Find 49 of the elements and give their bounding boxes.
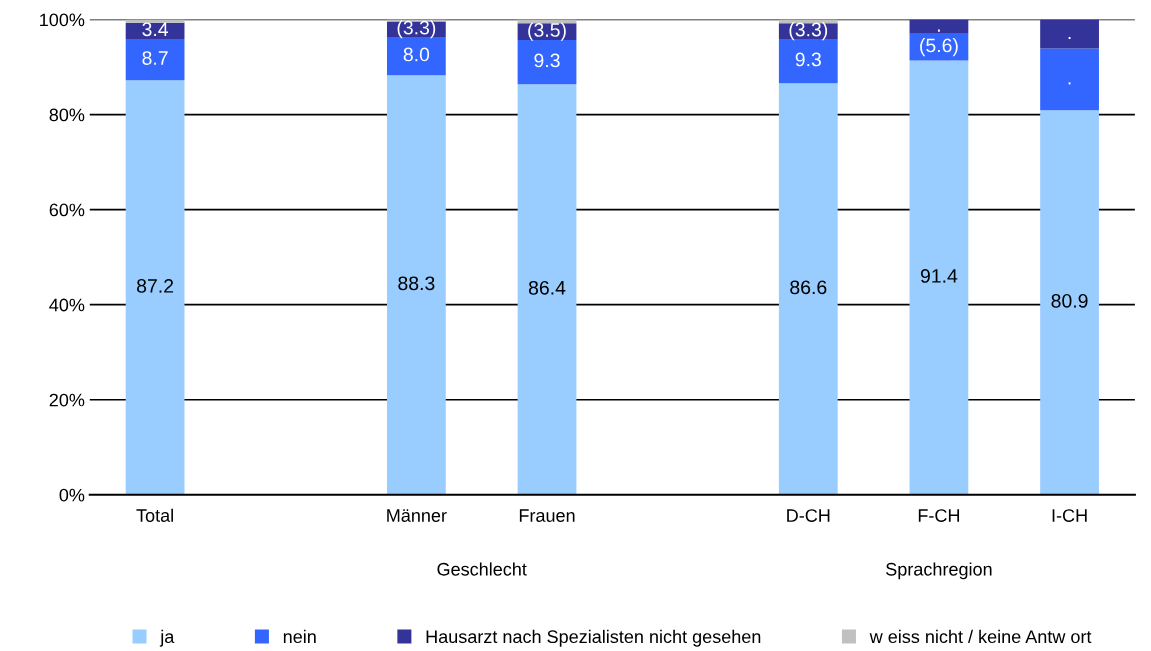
legend-label: Hausarzt nach Spezialisten nicht gesehen (426, 629, 761, 647)
y-tick-label: 0% (59, 488, 85, 502)
text: Geschlecht (437, 562, 527, 576)
data-label: (3.5) (528, 22, 566, 41)
bar (778, 83, 838, 495)
x-tick-label: Frauen (519, 509, 575, 522)
bar (909, 60, 969, 495)
y-tick-label: 40% (49, 298, 85, 312)
x-tick-label: Total (136, 508, 173, 522)
bar (386, 37, 446, 76)
bar (517, 84, 577, 495)
data-label: 88.3 (398, 276, 435, 291)
bar (909, 19, 969, 34)
legend-label: nein (283, 629, 316, 644)
bar (1040, 19, 1099, 49)
data-label: 87.2 (137, 279, 174, 293)
legend-label: ja (159, 629, 175, 647)
data-label: (5.6) (920, 38, 958, 57)
y-tick-label: 100% (40, 13, 85, 27)
data-label: (3.3) (397, 20, 436, 39)
x-tick-label: I-CH (1052, 509, 1087, 522)
bar (386, 75, 446, 495)
data-label: . (1068, 82, 1071, 85)
y-tick-label: 80% (49, 108, 85, 122)
x-tick-label: Männer (387, 509, 447, 522)
bar (1040, 110, 1099, 495)
y-tick-label: 60% (49, 203, 85, 217)
y-tick-label: 20% (49, 393, 85, 407)
bar (1040, 48, 1099, 111)
data-label: . (938, 29, 940, 32)
text: Sprachregion (886, 562, 992, 580)
legend-label: w eiss nicht / keine Antw ort (869, 629, 1092, 644)
data-label: 3.4 (142, 22, 169, 37)
bar (125, 39, 185, 81)
data-label: 9.3 (795, 52, 821, 67)
bar (517, 39, 577, 85)
data-label: 80.9 (1051, 293, 1088, 308)
data-label: 86.6 (790, 280, 827, 295)
data-label: 86.4 (528, 280, 566, 295)
data-label: . (1068, 36, 1071, 40)
x-tick-label: F-CH (918, 509, 960, 522)
x-tick-label: D-CH (787, 509, 830, 522)
data-label: 9.3 (534, 53, 560, 68)
bar (778, 39, 838, 84)
data-label: (3.3) (789, 22, 828, 41)
data-label: 8.7 (142, 51, 168, 65)
data-label: 8.0 (403, 47, 430, 62)
bar (125, 80, 185, 495)
data-label: 91.4 (920, 269, 958, 283)
